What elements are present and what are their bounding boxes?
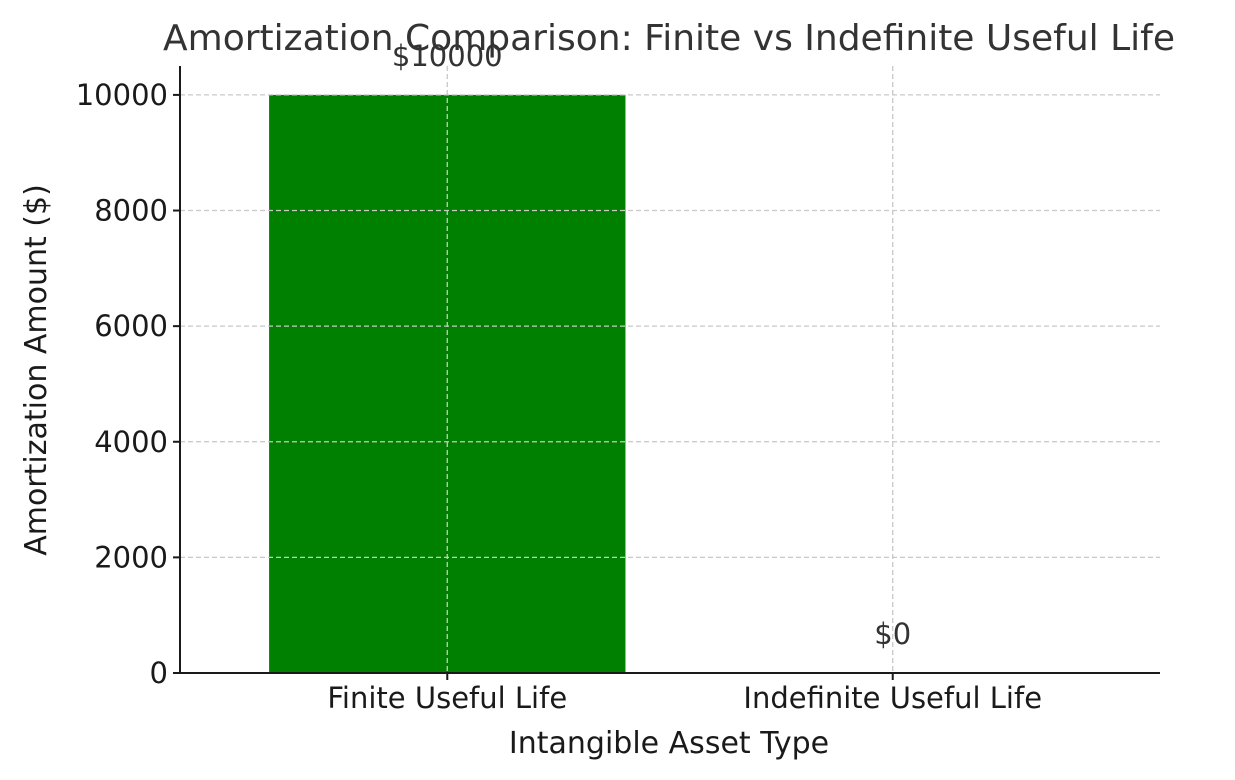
y-tick-label: 10000 [76, 78, 168, 112]
y-tick-label: 8000 [94, 194, 168, 228]
y-tick-label: 4000 [94, 425, 168, 459]
bars [269, 94, 626, 673]
bar-data-label: $10000 [392, 39, 503, 73]
y-tick-label: 0 [150, 656, 168, 690]
bar [269, 94, 626, 673]
x-axis-label: Intangible Asset Type [509, 726, 829, 761]
data-labels: $10000 $0 [392, 39, 911, 651]
chart-title: Amortization Comparison: Finite vs Indef… [163, 18, 1175, 59]
x-tick-label: Indefinite Useful Life [743, 681, 1042, 715]
y-axis-label: Amortization Amount ($) [19, 184, 54, 556]
y-tick-label: 6000 [94, 309, 168, 343]
x-tick-label: Finite Useful Life [327, 681, 567, 715]
bar-data-label: $0 [874, 617, 911, 651]
ticks: 0 2000 4000 6000 8000 10000 Finite Useful Life… [76, 78, 1042, 715]
axes [179, 66, 1160, 674]
y-tick-label: 2000 [94, 540, 168, 574]
